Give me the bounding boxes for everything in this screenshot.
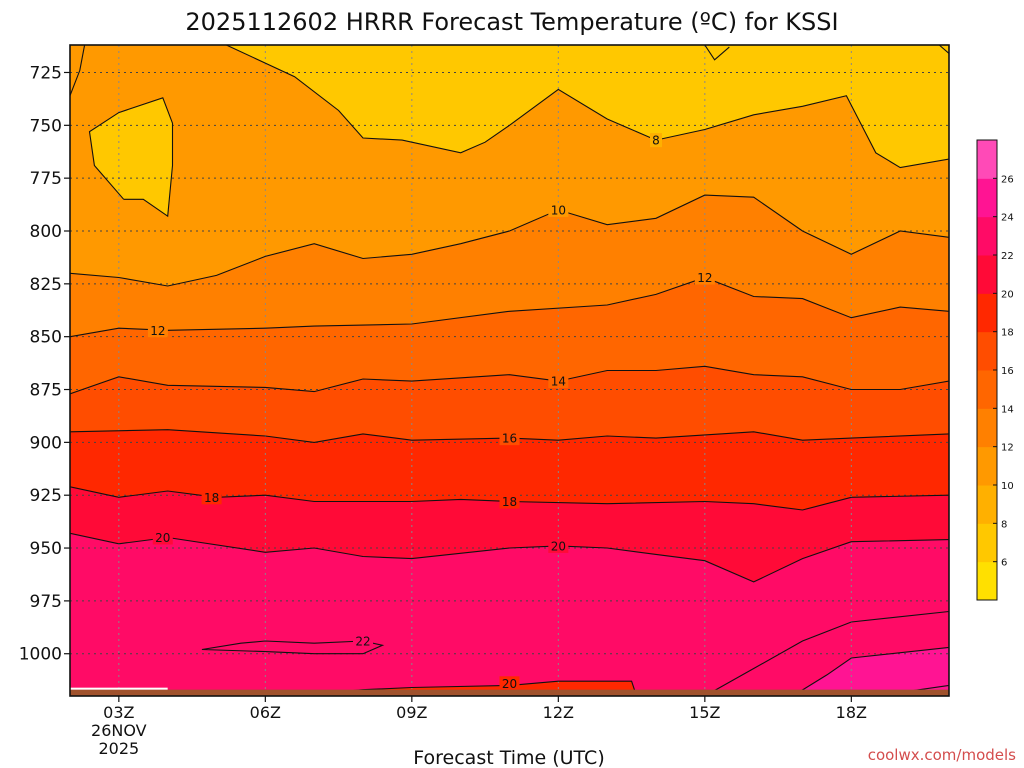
contour-label-bg — [353, 634, 373, 649]
y-tick-label: 900 — [30, 433, 62, 453]
colorbar-segment — [977, 331, 997, 371]
contour-line-22 — [704, 610, 949, 696]
contour-line-8 — [226, 45, 949, 169]
contour-line-24 — [792, 646, 949, 696]
contour-label-18: 18 — [204, 491, 219, 505]
contour-label-8: 8 — [652, 134, 660, 148]
contour-line-20 — [70, 532, 949, 583]
watermark: coolwx.com/models — [868, 746, 1016, 764]
x-tick-sublabel: 26NOV — [91, 721, 147, 740]
plot-frame — [69, 44, 950, 697]
contour-label-bg — [548, 538, 569, 553]
x-tick-label: 15Z — [689, 703, 720, 722]
x-tick-label: 12Z — [543, 703, 574, 722]
contour-line-8 — [704, 45, 730, 61]
contour-label-bg — [548, 202, 569, 217]
contour-line-16 — [70, 429, 949, 443]
colorbar-label: 8 — [1001, 519, 1007, 530]
colorbar: 6 8 10 12 14 16 18 20 22 24 26 — [976, 139, 1014, 601]
contour-label-bg — [499, 676, 520, 691]
y-tick-label: 775 — [30, 169, 62, 189]
contour-label-bg — [152, 530, 173, 545]
contour-label-20: 20 — [502, 677, 517, 691]
band-20-22 — [70, 533, 949, 696]
colorbar-segment — [977, 408, 997, 448]
y-tick-label: 800 — [30, 222, 62, 242]
y-tick-label: 1000 — [19, 645, 62, 665]
colorbar-label: 26 — [1001, 174, 1014, 185]
y-tick-label: 825 — [30, 275, 62, 295]
contour-label-18: 18 — [502, 495, 517, 509]
colorbar-segment — [977, 561, 997, 601]
contour-line-8 — [70, 45, 86, 96]
colorbar-segment — [977, 178, 997, 218]
contour-label-10: 10 — [551, 203, 566, 217]
colorbar-segment — [977, 140, 997, 179]
contour-label-bg — [201, 490, 222, 505]
y-tick-label: 950 — [30, 539, 62, 559]
colorbar-segment — [977, 523, 997, 563]
colorbar-segment — [977, 216, 997, 256]
y-tick-label: 875 — [30, 381, 62, 401]
x-tick-label: 09Z — [396, 703, 427, 722]
contour-label-bg — [499, 494, 520, 509]
contour-line-10 — [70, 194, 949, 287]
y-tick-label: 925 — [30, 486, 62, 506]
y-tick-label: 850 — [30, 328, 62, 348]
contour-line-8 — [938, 45, 949, 54]
ground-edge — [70, 687, 168, 690]
contour-line-18 — [70, 486, 949, 511]
contour-label-12: 12 — [697, 271, 712, 285]
y-axis: 725 750 775 800 825 850 875 900 925 950 975 1000 — [19, 63, 70, 665]
colorbar-label: 20 — [1001, 289, 1014, 300]
colorbar-segment — [977, 485, 997, 524]
colorbar-label: 22 — [1001, 251, 1014, 262]
colorbar-segment — [977, 370, 997, 409]
colorbar-segment — [977, 255, 997, 294]
x-tick-label: 06Z — [250, 703, 281, 722]
contour-line-8 — [88, 97, 174, 218]
contour-label-bg — [147, 323, 168, 338]
colorbar-label: 16 — [1001, 366, 1014, 377]
colorbar-label: 18 — [1001, 328, 1014, 339]
ground-layer — [70, 687, 949, 696]
contour-label-bg — [548, 374, 569, 389]
colorbar-label: 6 — [1001, 558, 1007, 569]
contour-label-bg — [650, 133, 662, 148]
colorbar-segment — [977, 293, 997, 333]
contour-line-12 — [70, 276, 949, 338]
colorbar-label: 24 — [1001, 213, 1014, 224]
contour-label-22: 22 — [355, 635, 370, 649]
colorbar-segment — [977, 446, 997, 486]
contour-label-bg — [694, 270, 715, 285]
band-24-26 — [792, 647, 949, 696]
y-tick-label: 750 — [30, 116, 62, 136]
contour-label-16: 16 — [502, 432, 517, 446]
ground-bar — [70, 689, 949, 696]
colorbar-label: 12 — [1001, 443, 1014, 454]
contour-label-14: 14 — [551, 375, 566, 389]
temperature-fill — [70, 45, 949, 696]
x-tick-sublabel: 2025 — [98, 739, 139, 758]
chart-title: 2025112602 HRRR Forecast Temperature (ºC… — [185, 8, 838, 36]
colorbar-label: 10 — [1001, 481, 1014, 492]
band-cool-pocket — [89, 97, 173, 217]
x-tick-label: 03Z — [103, 703, 134, 722]
y-tick-label: 975 — [30, 592, 62, 612]
colorbar-label: 14 — [1001, 404, 1014, 415]
contour-label-12: 12 — [150, 324, 165, 338]
contour-label-bg — [499, 431, 520, 446]
x-axis-label: Forecast Time (UTC) — [413, 747, 604, 768]
contour-label-20: 20 — [155, 531, 170, 545]
contour-label-20: 20 — [551, 539, 566, 553]
y-tick-label: 725 — [30, 63, 62, 83]
x-tick-label: 18Z — [836, 703, 867, 722]
